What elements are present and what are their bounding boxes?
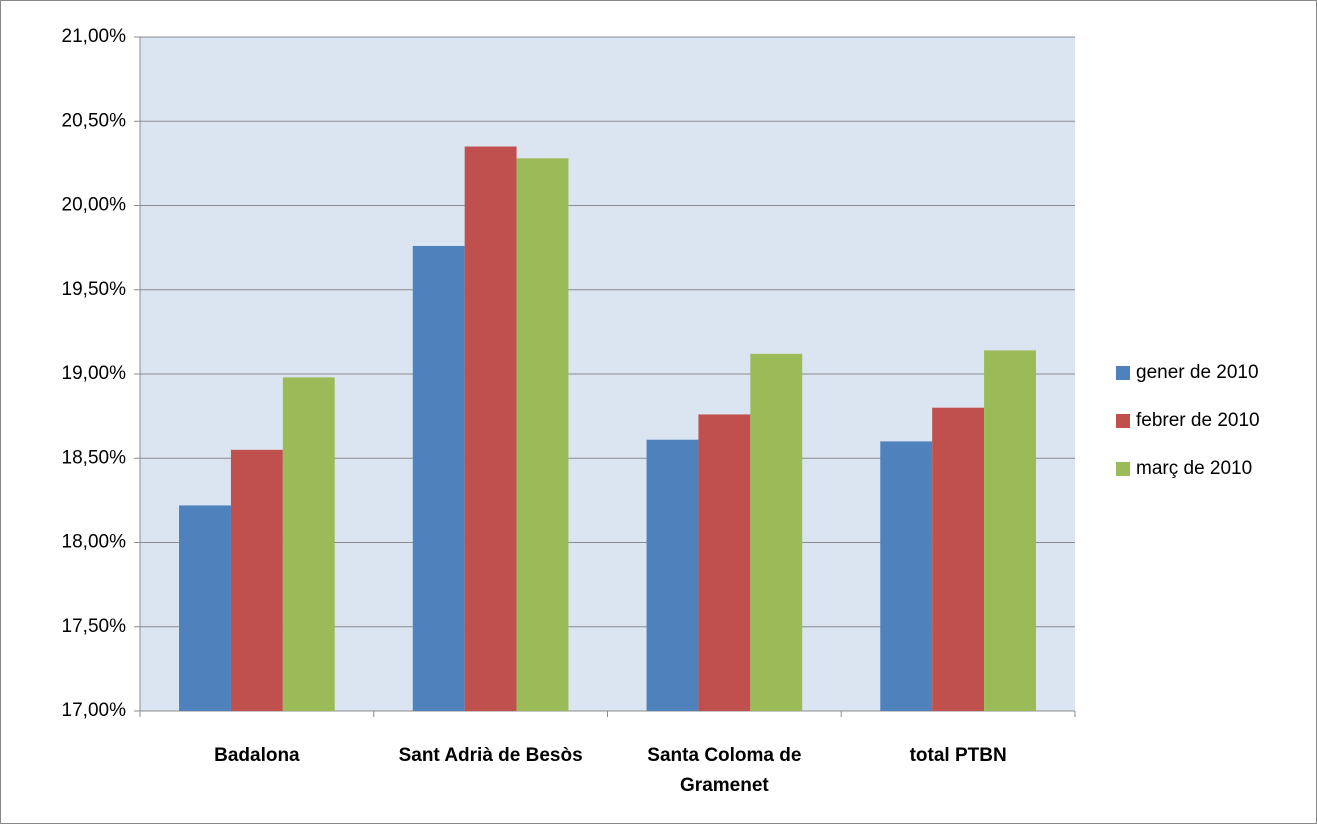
x-tick-label: Santa Coloma de Gramenet [647,745,802,796]
y-tick-label: 19,00% [62,363,127,384]
bar [698,414,751,711]
y-tick-label: 17,00% [62,700,127,721]
bar [880,441,933,711]
bar [179,505,231,711]
bar [282,377,335,711]
bar [984,350,1036,711]
bar [932,407,985,711]
y-tick-label: 17,50% [62,616,127,637]
bar [516,158,569,711]
y-tick-label: 20,00% [62,195,127,216]
legend-swatch [1116,366,1130,380]
legend-label: març de 2010 [1136,458,1252,479]
legend-swatch [1116,462,1130,476]
x-tick-label: Badalona [214,745,300,766]
bar [412,245,465,711]
legend-swatch [1116,414,1130,428]
legend-label: febrer de 2010 [1136,410,1260,431]
x-tick-label: total PTBN [909,745,1007,766]
y-tick-label: 19,50% [62,279,127,300]
x-tick-label: Sant Adrià de Besòs [398,745,583,766]
bar [750,353,803,711]
bar [230,449,283,711]
bar [646,439,699,711]
y-tick-label: 18,50% [62,447,127,468]
legend-label: gener de 2010 [1136,362,1259,383]
bar [464,146,517,711]
y-tick-label: 20,50% [62,110,127,131]
y-tick-label: 18,00% [62,532,127,553]
y-tick-label: 21,00% [62,26,127,47]
